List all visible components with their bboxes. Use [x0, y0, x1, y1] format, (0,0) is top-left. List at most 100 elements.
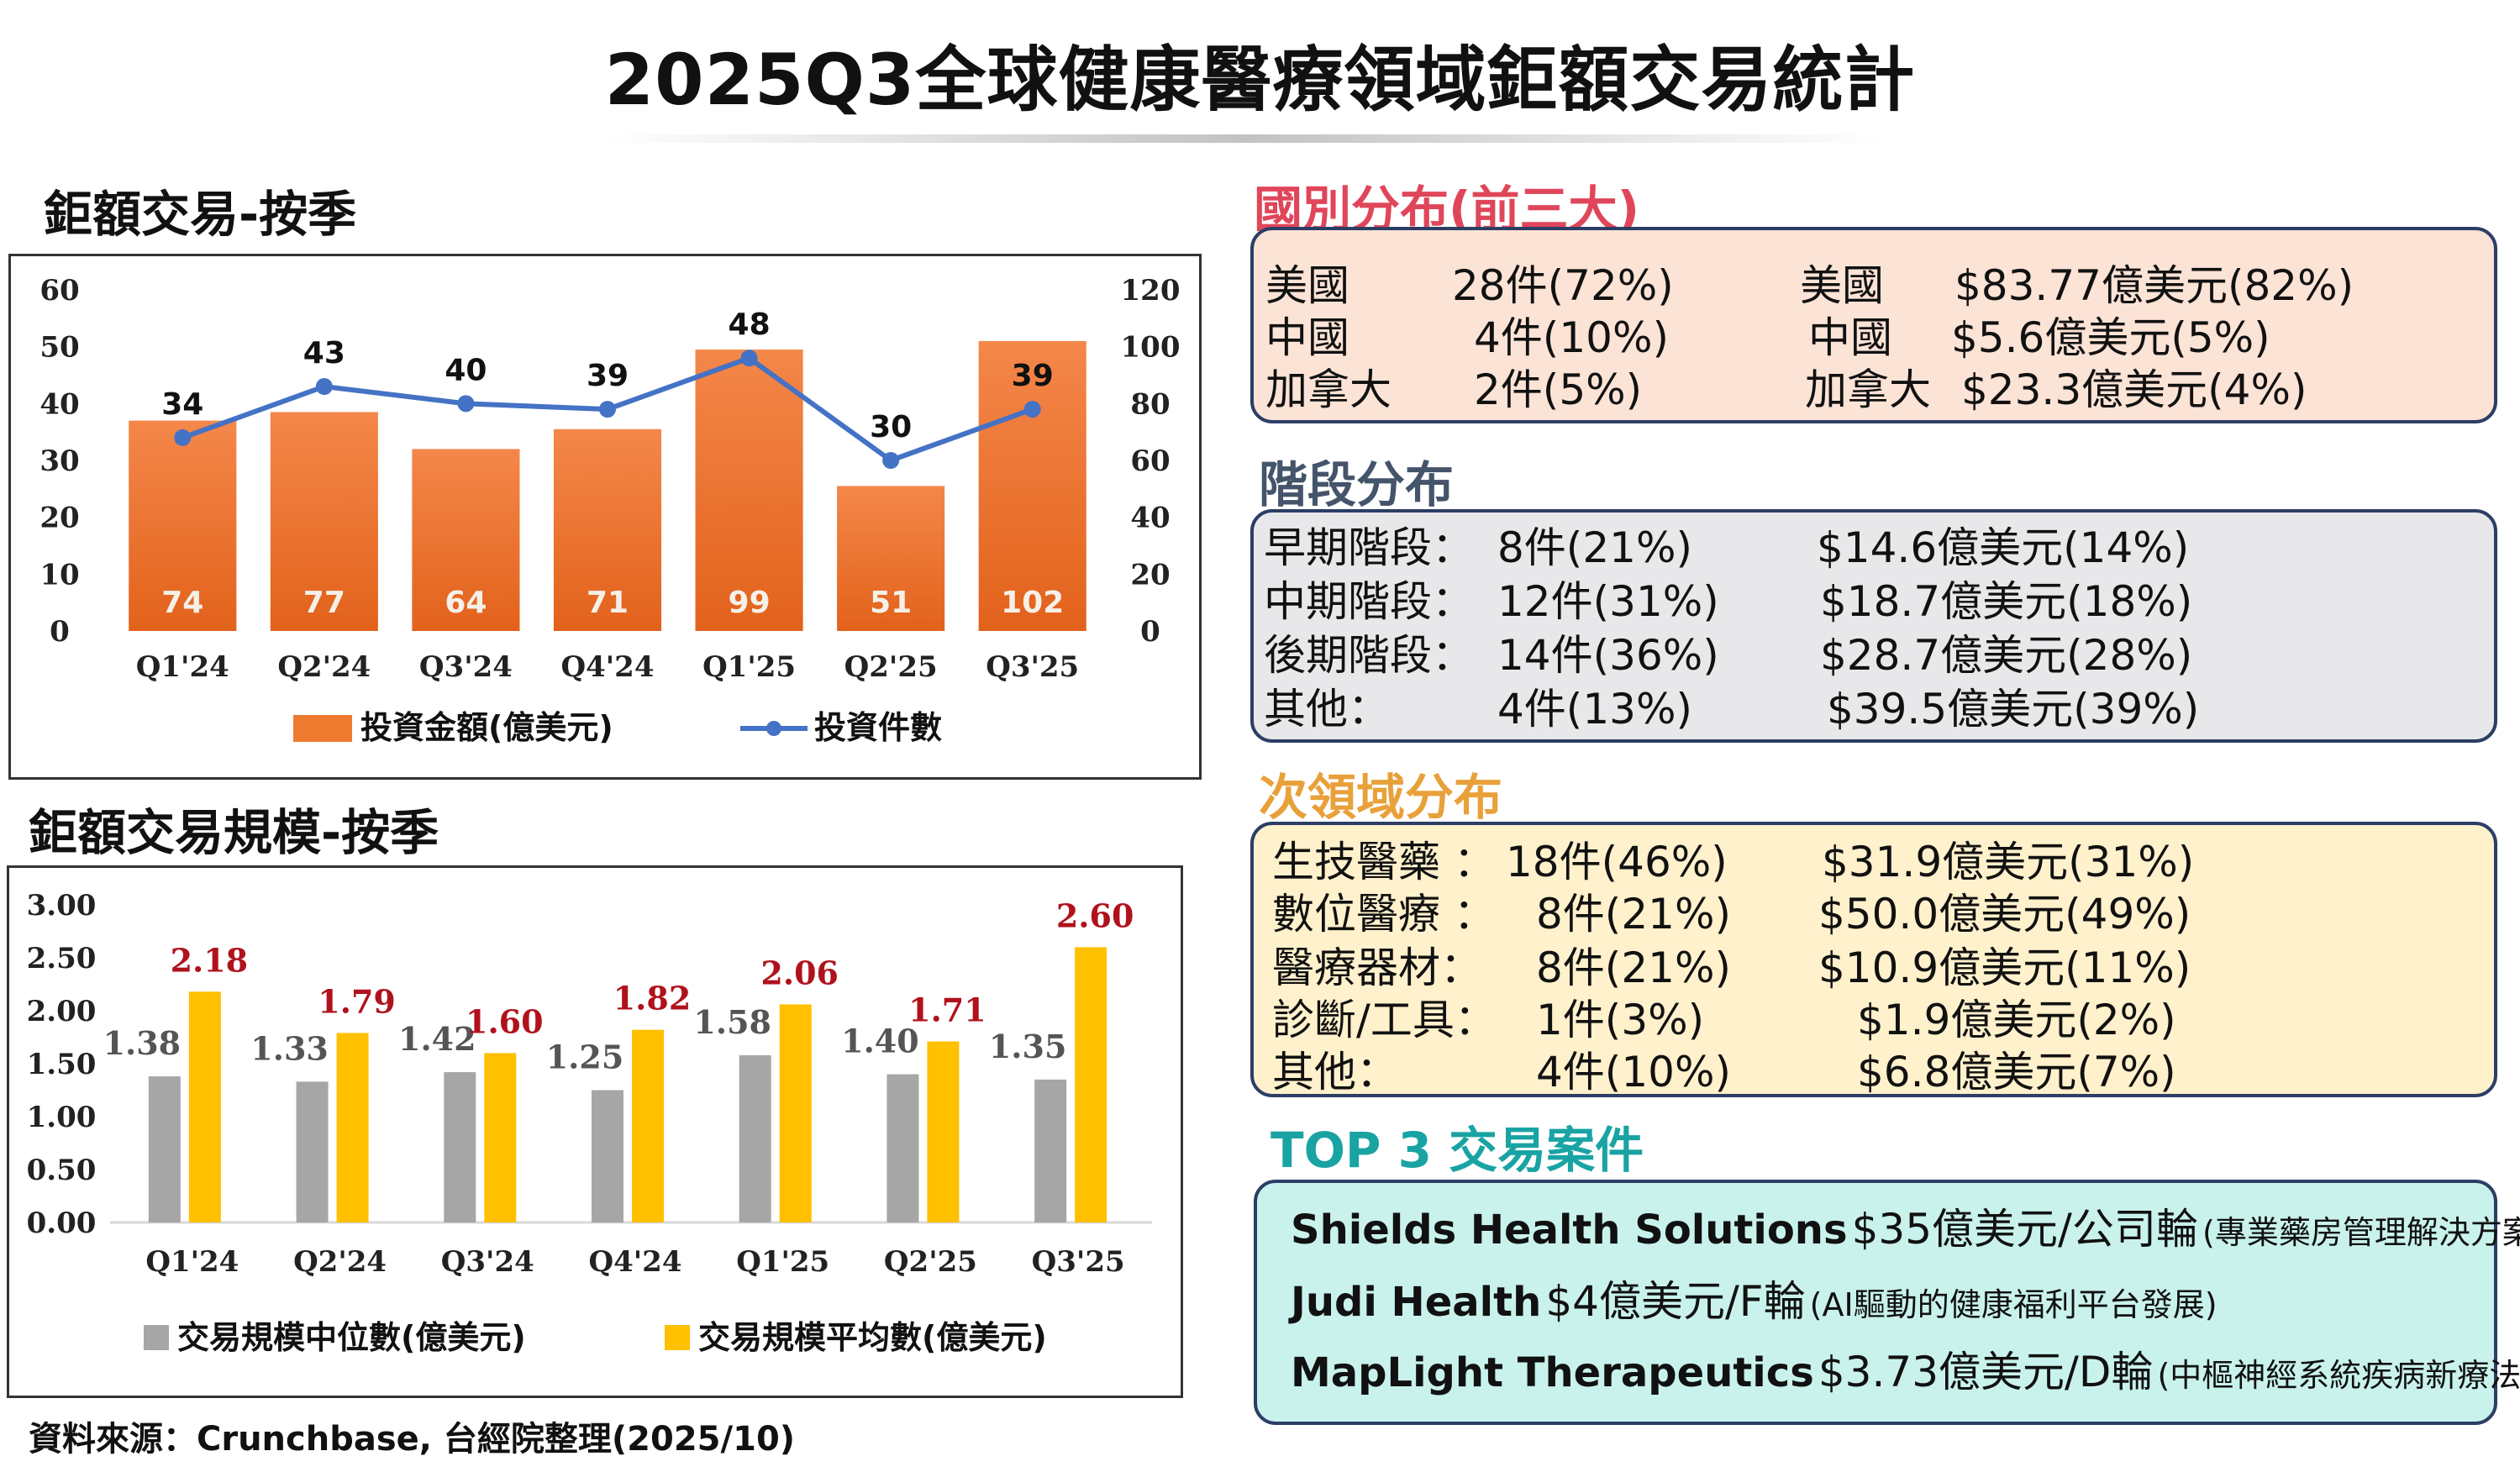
bar-median [444, 1072, 476, 1222]
x-tick-label: Q1'25 [702, 650, 796, 684]
line-value-label: 40 [445, 353, 487, 387]
y-tick-right: 120 [1121, 274, 1181, 308]
median-value-label: 1.58 [693, 1003, 771, 1041]
x-tick-label: Q3'24 [441, 1245, 534, 1279]
subsector-row-amount: $10.9億美元(11%) [1818, 944, 2191, 992]
deal-value: $4億美元/F輪 [1545, 1277, 1806, 1326]
deal-row: Judi Health $4億美元/F輪 (AI驅動的健康福利平台發展) [1291, 1272, 2217, 1341]
y-tick-left: 40 [39, 387, 79, 421]
x-tick-label: Q2'25 [844, 650, 938, 684]
average-value-label: 2.18 [171, 941, 249, 979]
stage-row-label: 中期階段： [1264, 577, 1474, 626]
bar-investment-amount [412, 449, 520, 631]
line-point [740, 350, 758, 367]
legend-swatch-median [144, 1325, 169, 1350]
y-tick: 2.50 [27, 942, 97, 975]
legend-label-count: 投資件數 [814, 709, 942, 746]
subsector-row-count: 8件(21%) [1536, 944, 1731, 992]
bar-average [188, 991, 221, 1222]
line-value-label: 39 [1012, 359, 1054, 393]
bar-value-label: 74 [161, 586, 203, 620]
bar-investment-amount [837, 486, 945, 631]
bar-investment-amount [695, 350, 803, 631]
stage-title: 階段分布 [1259, 456, 1455, 513]
y-tick-left: 30 [39, 444, 79, 478]
average-value-label: 1.71 [908, 991, 986, 1029]
y-tick: 1.00 [27, 1101, 97, 1134]
subsector-row-amount: $31.9億美元(31%) [1822, 838, 2195, 886]
top3-panel: Shields Health Solutions $35億美元/公司輪 (專業藥… [1254, 1180, 2520, 1425]
bar-value-label: 71 [587, 586, 629, 620]
x-tick-label: Q2'24 [277, 650, 371, 684]
subsector-row-count: 8件(21%) [1536, 890, 1731, 938]
stage-row-count: 8件(21%) [1497, 523, 1692, 572]
page-title: 2025Q3全球健康醫療領域鉅額交易統計 [604, 39, 1916, 121]
median-value-label: 1.33 [250, 1029, 329, 1067]
bar-average [484, 1053, 517, 1222]
chart2-svg: 3.00 2.50 2.00 1.50 1.00 0.50 0.00 1.38 2.18 Q1'2… [27, 889, 1152, 1356]
stage-row-amount: $28.7億美元(28%) [1820, 631, 2193, 680]
line-point [599, 401, 616, 418]
line-point [882, 452, 900, 469]
stage-panel: 早期階段： 8件(21%) $14.6億美元(14%) 中期階段： 12件(31… [1250, 509, 2497, 743]
bar-value-label: 99 [729, 586, 771, 620]
country-row-count: 28件(72%) [1452, 261, 1674, 310]
average-value-label: 2.60 [1056, 896, 1134, 934]
bar-median [886, 1074, 919, 1222]
y-tick: 3.00 [27, 889, 97, 923]
legend-swatch-average [665, 1325, 690, 1350]
bar-value-label: 64 [445, 586, 487, 620]
country-row-amount: $83.77億美元(82%) [1954, 261, 2354, 310]
legend-swatch-count-point [766, 721, 781, 736]
line-value-label: 43 [303, 336, 345, 371]
median-value-label: 1.42 [398, 1020, 476, 1058]
stage-row-count: 12件(31%) [1497, 577, 1719, 626]
country-row-count: 4件(10%) [1474, 313, 1669, 362]
y-tick-left: 10 [39, 558, 79, 591]
stage-row-amount: $18.7億美元(18%) [1820, 577, 2193, 626]
subsector-row-amount: $6.8億美元(7%) [1857, 1048, 2176, 1096]
subsector-title: 次領域分布 [1259, 769, 1503, 826]
country-row-name: 加拿大 [1265, 365, 1392, 414]
deal-note: (AI驅動的健康福利平台發展) [1809, 1286, 2217, 1323]
x-tick-label: Q1'24 [136, 650, 229, 684]
bar-investment-amount [978, 340, 1086, 631]
country-row-name2: 加拿大 [1805, 365, 1931, 414]
bar-average [779, 1004, 812, 1222]
y-tick-left: 50 [39, 331, 79, 365]
stage-row-count: 14件(36%) [1497, 631, 1719, 680]
y-tick: 0.50 [27, 1154, 97, 1187]
bar-value-label: 102 [1001, 586, 1064, 620]
deal-row: MapLight Therapeutics $3.73億美元/D輪 (中樞神經系… [1291, 1343, 2520, 1412]
title-underline [605, 134, 1882, 143]
subsector-row-label: 診斷/工具： [1272, 996, 1497, 1044]
subsector-row-label: 其他： [1272, 1048, 1398, 1096]
bar-average [336, 1033, 369, 1222]
subsector-row-label: 醫療器材： [1272, 944, 1482, 992]
legend-label-average: 交易規模平均數(億美元) [698, 1319, 1047, 1356]
bar-average [927, 1041, 960, 1222]
average-value-label: 1.82 [613, 980, 692, 1017]
x-tick-label: Q1'24 [145, 1245, 239, 1279]
y-tick-left: 0 [50, 615, 70, 649]
x-tick-label: Q4'24 [561, 650, 655, 684]
subsector-row-label: 數位醫療 ： [1272, 890, 1496, 938]
bar-investment-amount [129, 420, 237, 631]
deal-name: Judi Health [1291, 1279, 1542, 1326]
y-tick-right: 40 [1130, 502, 1170, 535]
y-tick-right: 100 [1121, 331, 1181, 365]
subsector-row-amount: $1.9億美元(2%) [1857, 996, 2176, 1044]
average-value-label: 1.79 [318, 982, 396, 1020]
subsector-panel: 生技醫藥 ： 18件(46%) $31.9億美元(31%) 數位醫療 ： 8件(… [1250, 822, 2497, 1097]
top3-title: TOP 3 交易案件 [1271, 1122, 1644, 1179]
legend-label-amount: 投資金額(億美元) [360, 709, 613, 746]
stage-row-label: 其他： [1264, 685, 1390, 733]
line-value-label: 39 [587, 359, 629, 393]
country-row-name: 美國 [1265, 261, 1349, 310]
line-value-label: 34 [161, 387, 203, 422]
subsector-row-count: 1件(3%) [1536, 996, 1705, 1044]
median-value-label: 1.38 [103, 1024, 182, 1062]
median-value-label: 1.40 [841, 1023, 919, 1060]
line-point [457, 395, 475, 413]
subsector-row-amount: $50.0億美元(49%) [1818, 890, 2191, 938]
